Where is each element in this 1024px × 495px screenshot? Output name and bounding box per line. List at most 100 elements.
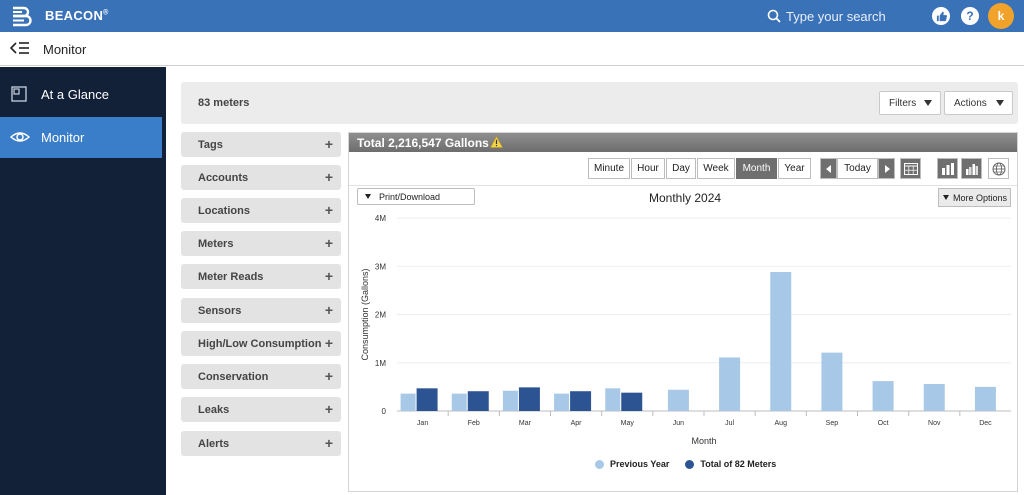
range-minute-button[interactable]: Minute — [588, 158, 630, 179]
more-options-label: More Options — [953, 193, 1008, 203]
legend-label: Total of 82 Meters — [700, 459, 777, 469]
calendar-icon — [903, 162, 918, 175]
filter-label: Tags — [198, 139, 223, 151]
comparison-chart-view-button[interactable] — [961, 158, 982, 179]
bar-previous-year — [719, 357, 741, 411]
sidebar-item-label: At a Glance — [41, 87, 109, 102]
filter-label: Accounts — [198, 172, 249, 184]
more-options-button[interactable]: More Options — [938, 188, 1011, 207]
user-avatar[interactable]: k — [988, 3, 1014, 29]
sidebar-item-monitor[interactable]: Monitor — [0, 117, 162, 158]
filter-leaks[interactable]: Leaks + — [181, 397, 341, 422]
search-box[interactable]: Type your search — [767, 7, 886, 25]
plus-icon: + — [324, 302, 333, 318]
bar-previous-year — [667, 389, 689, 411]
caret-down-icon — [924, 100, 932, 106]
sub-header: Monitor — [0, 32, 1024, 66]
collapse-menu-icon[interactable] — [10, 41, 30, 55]
map-view-button[interactable] — [988, 158, 1009, 179]
previous-period-button[interactable] — [820, 158, 837, 179]
search-icon — [767, 9, 781, 23]
print-download-button[interactable]: Print/Download — [357, 188, 475, 205]
plus-icon: + — [324, 401, 333, 417]
today-button[interactable]: Today — [837, 158, 878, 179]
caret-down-icon — [365, 194, 371, 199]
filter-meters[interactable]: Meters + — [181, 231, 341, 256]
sidebar: At a Glance Monitor — [0, 67, 166, 495]
filter-label: Conservation — [198, 371, 269, 383]
legend-swatch — [685, 459, 695, 469]
help-icon[interactable]: ? — [961, 7, 979, 25]
brand-name: BEACON® — [45, 8, 109, 23]
range-month-button[interactable]: Month — [736, 158, 777, 179]
consumption-bar-chart: 0 1M 2M 3M 4M Consumption (Gallons) Jan Feb Mar A… — [360, 214, 1011, 446]
plus-icon: + — [324, 202, 333, 218]
beacon-logo-icon[interactable] — [11, 5, 37, 27]
y-tick-label: 3M — [375, 262, 386, 271]
x-axis-label: Month — [691, 436, 716, 446]
bar-previous-year — [974, 386, 996, 411]
bar-total-meters — [570, 391, 592, 411]
plus-icon: + — [324, 268, 333, 284]
plus-icon: + — [324, 169, 333, 185]
filters-dropdown[interactable]: Filters — [879, 91, 941, 115]
plus-icon: + — [324, 368, 333, 384]
search-placeholder[interactable]: Type your search — [786, 8, 886, 24]
filter-conservation[interactable]: Conservation + — [181, 364, 341, 389]
chevron-left-icon — [825, 164, 831, 173]
eye-icon — [10, 132, 30, 142]
x-tick-label: Mar — [519, 420, 532, 427]
top-bar: BEACON® Type your search ? k — [0, 0, 1024, 32]
calendar-button[interactable] — [900, 158, 921, 179]
filter-tags[interactable]: Tags + — [181, 132, 341, 157]
next-period-button[interactable] — [878, 158, 895, 179]
range-year-button[interactable]: Year — [778, 158, 811, 179]
filter-locations[interactable]: Locations + — [181, 198, 341, 223]
y-tick-label: 2M — [375, 311, 386, 320]
filter-label: Leaks — [198, 404, 230, 416]
meter-summary-bar: 83 meters Filters Actions — [181, 82, 1018, 124]
range-hour-button[interactable]: Hour — [631, 158, 665, 179]
legend-item-total-meters[interactable]: Total of 82 Meters — [685, 459, 776, 469]
bar-previous-year — [821, 352, 843, 411]
consumption-chart-panel: Total 2,216,547 Gallons Minute Hour Day … — [348, 132, 1018, 492]
filter-meter-reads[interactable]: Meter Reads + — [181, 264, 341, 289]
range-day-button[interactable]: Day — [666, 158, 696, 179]
bar-previous-year — [770, 272, 792, 411]
filters-label: Filters — [889, 97, 917, 109]
thumbs-up-icon[interactable] — [932, 7, 950, 25]
x-tick-label: Apr — [571, 420, 583, 427]
filter-label: Meter Reads — [198, 271, 264, 283]
sidebar-item-label: Monitor — [41, 130, 85, 145]
bar-previous-year — [872, 381, 894, 411]
sidebar-item-at-a-glance[interactable]: At a Glance — [0, 74, 162, 115]
plus-icon: + — [324, 335, 333, 351]
filter-accounts[interactable]: Accounts + — [181, 165, 341, 190]
meter-count: 83 meters — [198, 97, 250, 109]
bar-previous-year — [451, 393, 467, 411]
chevron-right-icon — [884, 164, 890, 173]
filter-alerts[interactable]: Alerts + — [181, 431, 341, 456]
filter-sensors[interactable]: Sensors + — [181, 298, 341, 323]
legend-item-previous-year[interactable]: Previous Year — [595, 459, 669, 469]
divider — [349, 185, 1017, 186]
plus-icon: + — [324, 435, 333, 451]
bar-previous-year — [923, 383, 945, 411]
filter-high-low-consumption[interactable]: High/Low Consumption + — [181, 331, 341, 356]
bar-chart-view-button[interactable] — [937, 158, 958, 179]
actions-dropdown[interactable]: Actions — [944, 91, 1013, 115]
x-tick-label: Oct — [878, 420, 889, 427]
panel-header: Total 2,216,547 Gallons — [349, 133, 1017, 152]
y-tick-label: 4M — [375, 214, 386, 223]
filter-label: Locations — [198, 205, 250, 217]
range-week-button[interactable]: Week — [697, 158, 735, 179]
x-tick-label: Jan — [417, 420, 428, 427]
bar-chart-icon — [941, 162, 954, 175]
actions-label: Actions — [954, 97, 987, 109]
page-title: Monitor — [43, 42, 87, 57]
x-tick-label: Dec — [979, 420, 992, 427]
filter-label: Sensors — [198, 305, 242, 317]
warning-icon[interactable] — [490, 136, 503, 148]
y-axis-label: Consumption (Gallons) — [360, 268, 370, 360]
bar-total-meters — [518, 387, 540, 411]
